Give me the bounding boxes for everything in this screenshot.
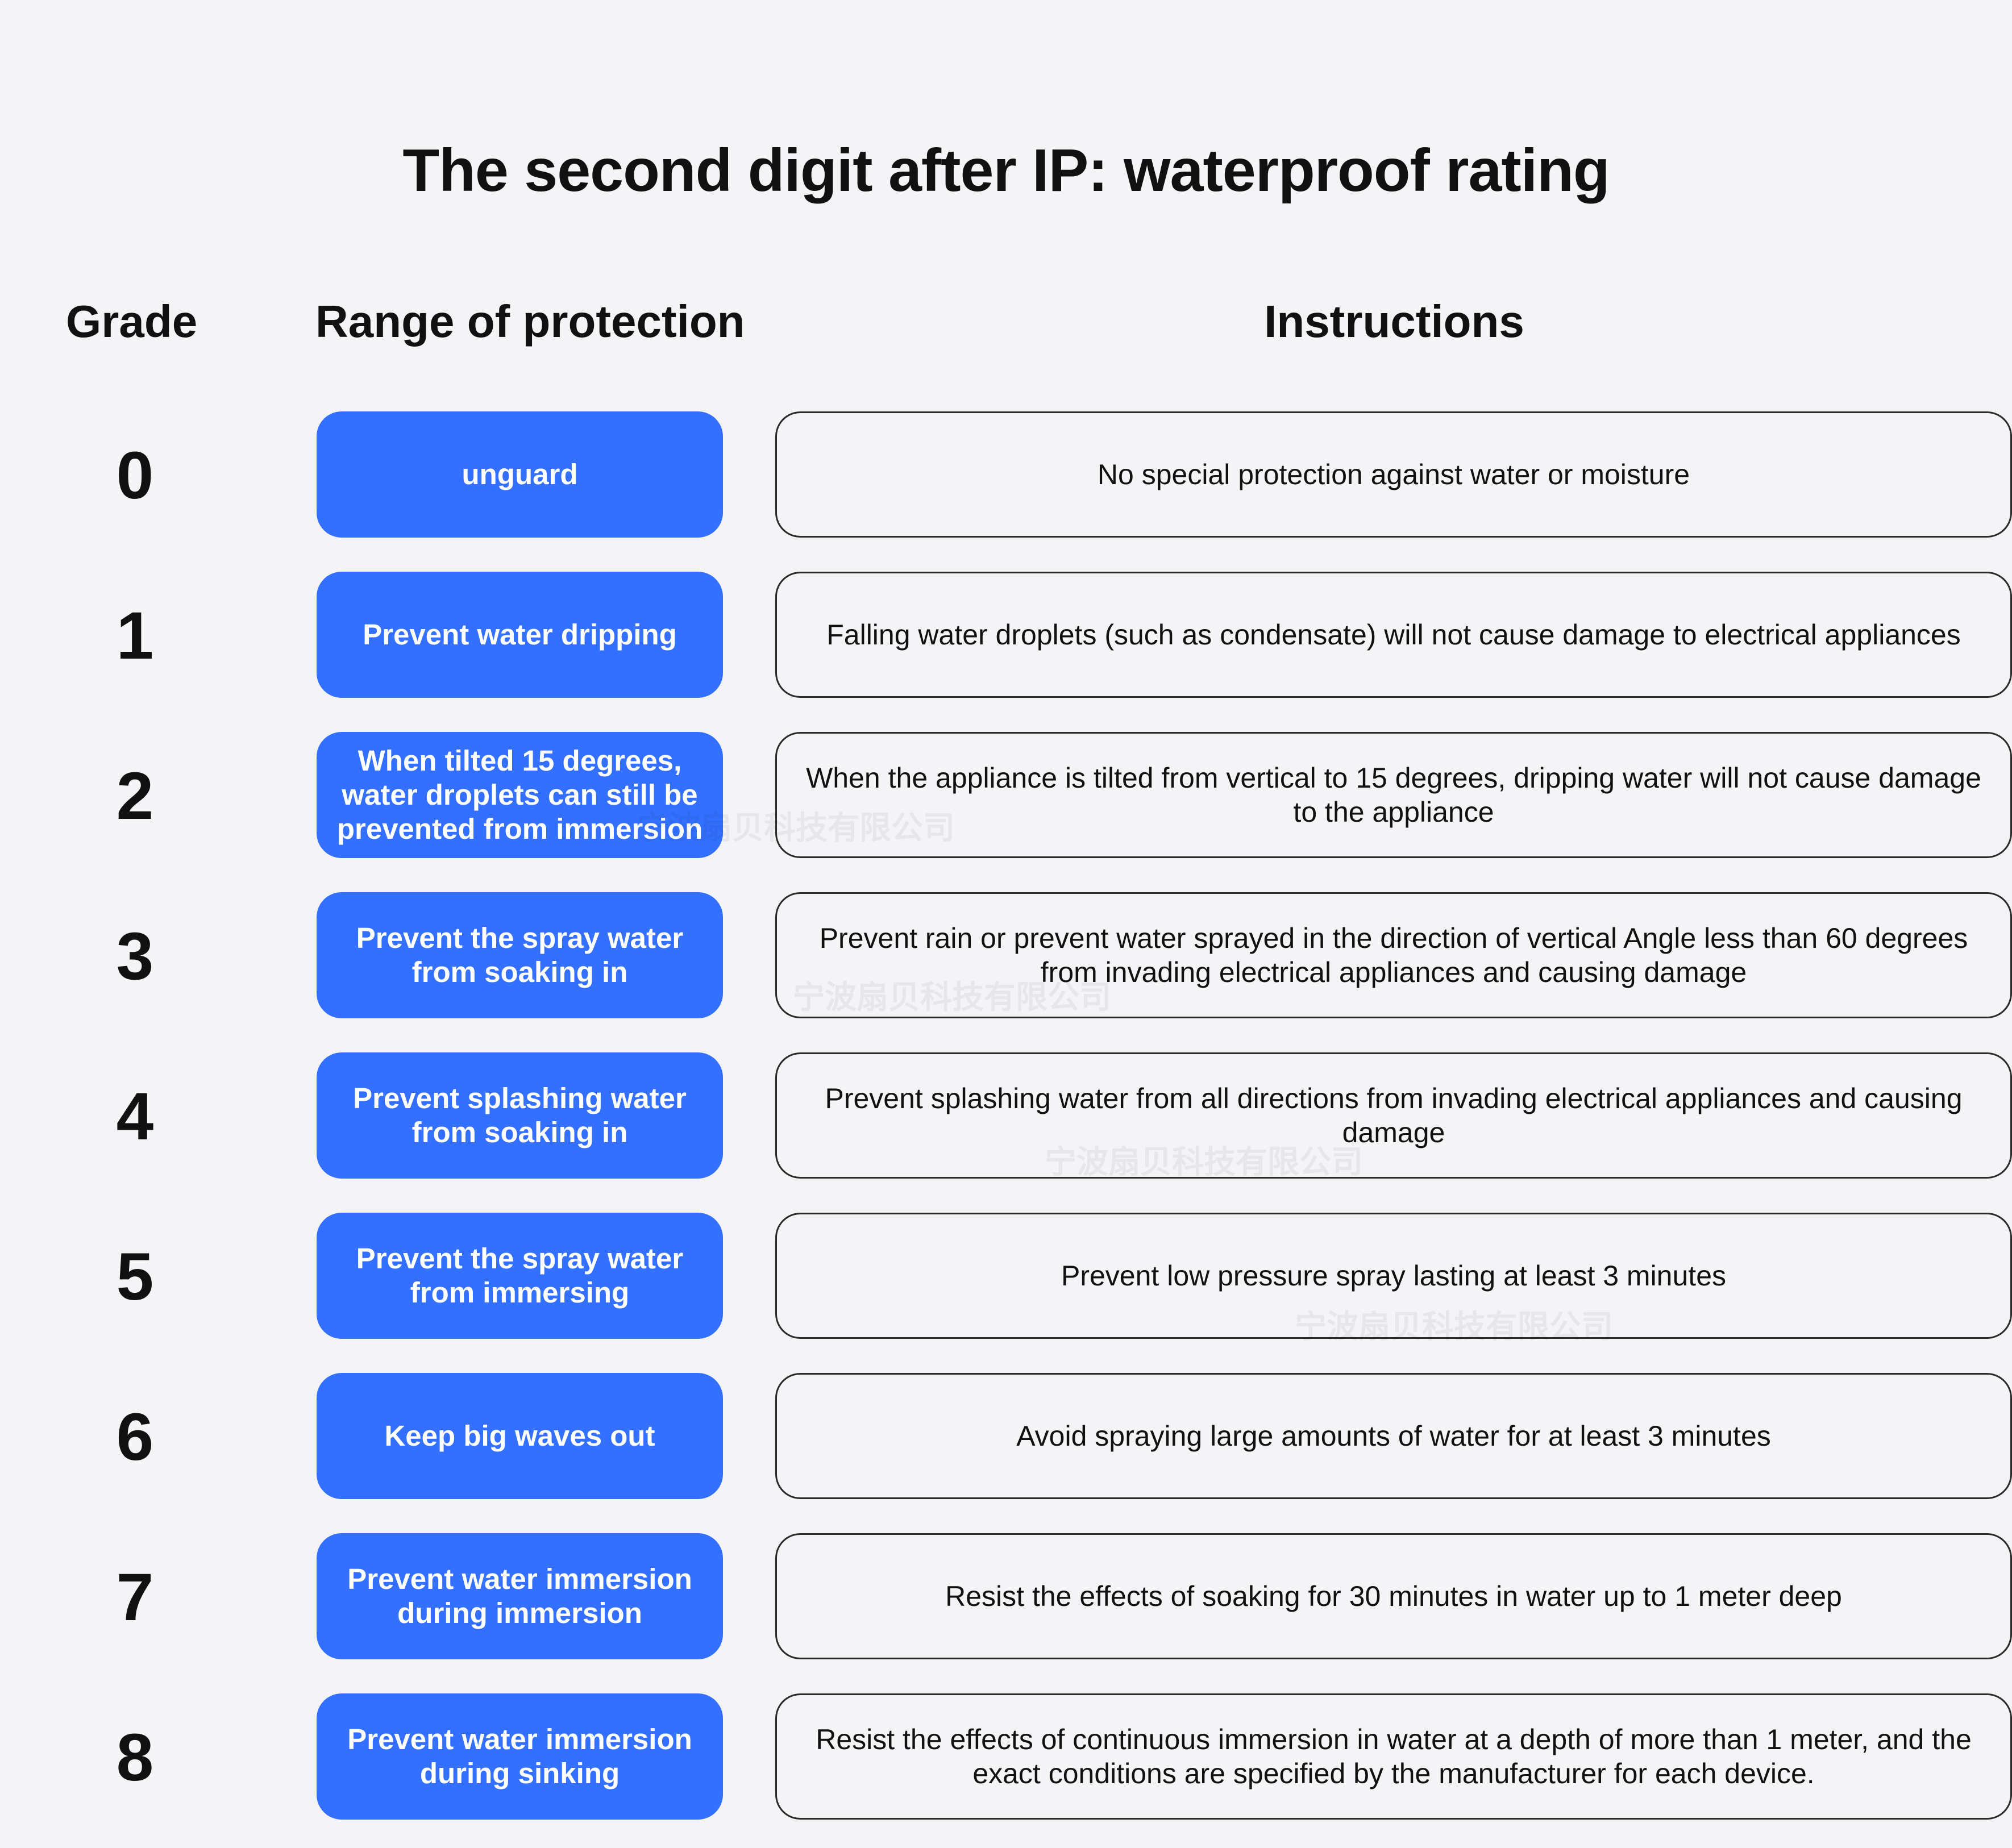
range-badge: Prevent water immersion during immersion <box>317 1533 723 1659</box>
range-badge: Prevent water dripping <box>317 572 723 698</box>
grade-value: 8 <box>116 1720 154 1795</box>
table-row: 0 unguard No special protection against … <box>0 411 2012 539</box>
instruction-box: Resist the effects of continuous immersi… <box>775 1693 2012 1820</box>
watermark: 宁波扇贝科技有限公司 <box>793 979 1111 1015</box>
range-badge: Prevent splashing water from soaking in <box>317 1052 723 1179</box>
grade-value: 3 <box>116 918 154 994</box>
grade-value: 4 <box>116 1079 154 1154</box>
table-row: 1 Prevent water dripping Falling water d… <box>0 572 2012 700</box>
table-row: 6 Keep big waves out Avoid spraying larg… <box>0 1373 2012 1501</box>
grade-value: 0 <box>116 438 154 513</box>
table-row: 7 Prevent water immersion during immersi… <box>0 1533 2012 1661</box>
table-row: 4 Prevent splashing water from soaking i… <box>0 1052 2012 1180</box>
range-badge: Keep big waves out <box>317 1373 723 1499</box>
grade-value: 5 <box>116 1239 154 1314</box>
grade-value: 2 <box>116 758 154 834</box>
grade-value: 1 <box>116 598 154 673</box>
range-badge: Prevent the spray water from immersing <box>317 1213 723 1339</box>
instruction-box: Avoid spraying large amounts of water fo… <box>775 1373 2012 1499</box>
column-header-instructions: Instructions <box>1264 296 1524 347</box>
column-header-range: Range of protection <box>315 296 745 347</box>
instruction-box: When the appliance is tilted from vertic… <box>775 732 2012 858</box>
table-row: 3 Prevent the spray water from soaking i… <box>0 892 2012 1020</box>
instruction-box: Prevent low pressure spray lasting at le… <box>775 1213 2012 1339</box>
column-header-grade: Grade <box>66 296 198 347</box>
watermark: 宁波扇贝科技有限公司 <box>637 810 955 846</box>
range-badge: Prevent the spray water from soaking in <box>317 892 723 1018</box>
page-title: The second digit after IP: waterproof ra… <box>402 137 1610 204</box>
table-row: 5 Prevent the spray water from immersing… <box>0 1213 2012 1341</box>
table-row: 8 Prevent water immersion during sinking… <box>0 1693 2012 1821</box>
range-badge: Prevent water immersion during sinking <box>317 1693 723 1820</box>
instruction-box: No special protection against water or m… <box>775 411 2012 538</box>
instruction-box: Falling water droplets (such as condensa… <box>775 572 2012 698</box>
table-row: 2 When tilted 15 degrees, water droplets… <box>0 732 2012 860</box>
range-badge: When tilted 15 degrees, water droplets c… <box>317 732 723 858</box>
instruction-box: Resist the effects of soaking for 30 min… <box>775 1533 2012 1659</box>
range-badge: unguard <box>317 411 723 538</box>
grade-value: 7 <box>116 1559 154 1635</box>
watermark: 宁波扇贝科技有限公司 <box>1045 1144 1363 1180</box>
instruction-box: Prevent rain or prevent water sprayed in… <box>775 892 2012 1018</box>
grade-value: 6 <box>116 1399 154 1475</box>
instruction-box: Prevent splashing water from all directi… <box>775 1052 2012 1179</box>
watermark: 宁波扇贝科技有限公司 <box>1295 1309 1613 1345</box>
